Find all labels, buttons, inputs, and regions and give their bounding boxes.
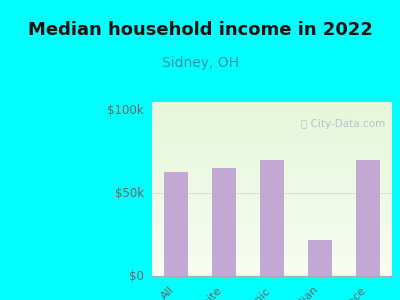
Text: Median household income in 2022: Median household income in 2022 (28, 21, 372, 39)
Bar (356, 160, 380, 276)
Bar (212, 168, 236, 276)
Text: ⓘ City-Data.com: ⓘ City-Data.com (301, 119, 385, 129)
Text: Sidney, OH: Sidney, OH (162, 56, 238, 70)
Bar (308, 239, 332, 276)
Text: $0: $0 (129, 269, 144, 283)
Bar (260, 160, 284, 276)
Text: $100k: $100k (107, 104, 144, 117)
Text: $50k: $50k (115, 187, 144, 200)
Bar (164, 172, 188, 276)
